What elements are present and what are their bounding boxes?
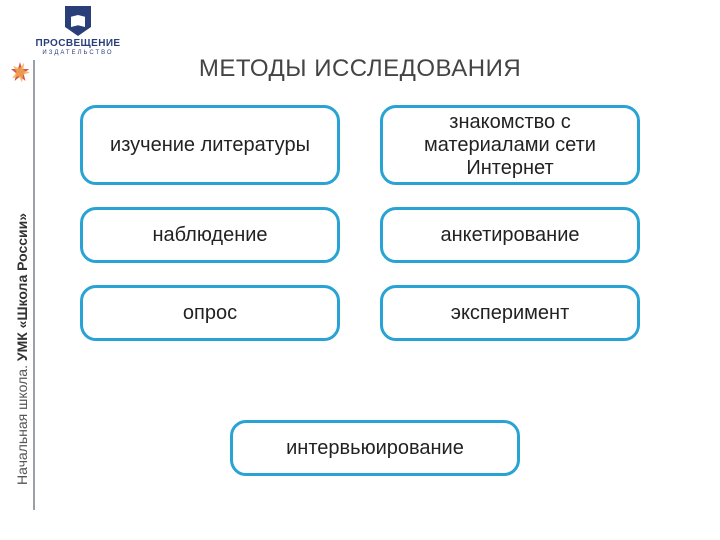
sidebar-text-prefix: Начальная школа. (14, 361, 30, 485)
method-card: наблюдение (80, 207, 340, 263)
slide: ПРОСВЕЩЕНИЕ ИЗДАТЕЛЬСТВО Начальная школа… (0, 0, 720, 540)
card-label: интервьюирование (286, 437, 464, 460)
logo-shield-icon (65, 6, 91, 36)
card-label: опрос (183, 302, 237, 325)
sidebar-text-bold: УМК «Школа России» (14, 213, 30, 361)
method-card: анкетирование (380, 207, 640, 263)
cards-last-row: интервьюирование (80, 420, 670, 476)
card-label: наблюдение (152, 224, 267, 247)
card-label: эксперимент (451, 302, 570, 325)
card-label: изучение литературы (110, 134, 310, 157)
sidebar-caption: Начальная школа. УМК «Школа России» (14, 213, 30, 485)
method-card: опрос (80, 285, 340, 341)
method-card: знакомство с материалами сети Интернет (380, 105, 640, 185)
card-label: анкетирование (440, 224, 579, 247)
publisher-logo: ПРОСВЕЩЕНИЕ ИЗДАТЕЛЬСТВО (28, 6, 128, 56)
method-card: эксперимент (380, 285, 640, 341)
method-card: изучение литературы (80, 105, 340, 185)
sidebar-divider (33, 60, 35, 510)
logo-brand: ПРОСВЕЩЕНИЕ (36, 38, 121, 49)
page-title: МЕТОДЫ ИССЛЕДОВАНИЯ (0, 55, 720, 83)
card-label: знакомство с материалами сети Интернет (393, 111, 627, 180)
method-card: интервьюирование (230, 420, 520, 476)
cards-grid: изучение литературы знакомство с материа… (80, 105, 670, 341)
